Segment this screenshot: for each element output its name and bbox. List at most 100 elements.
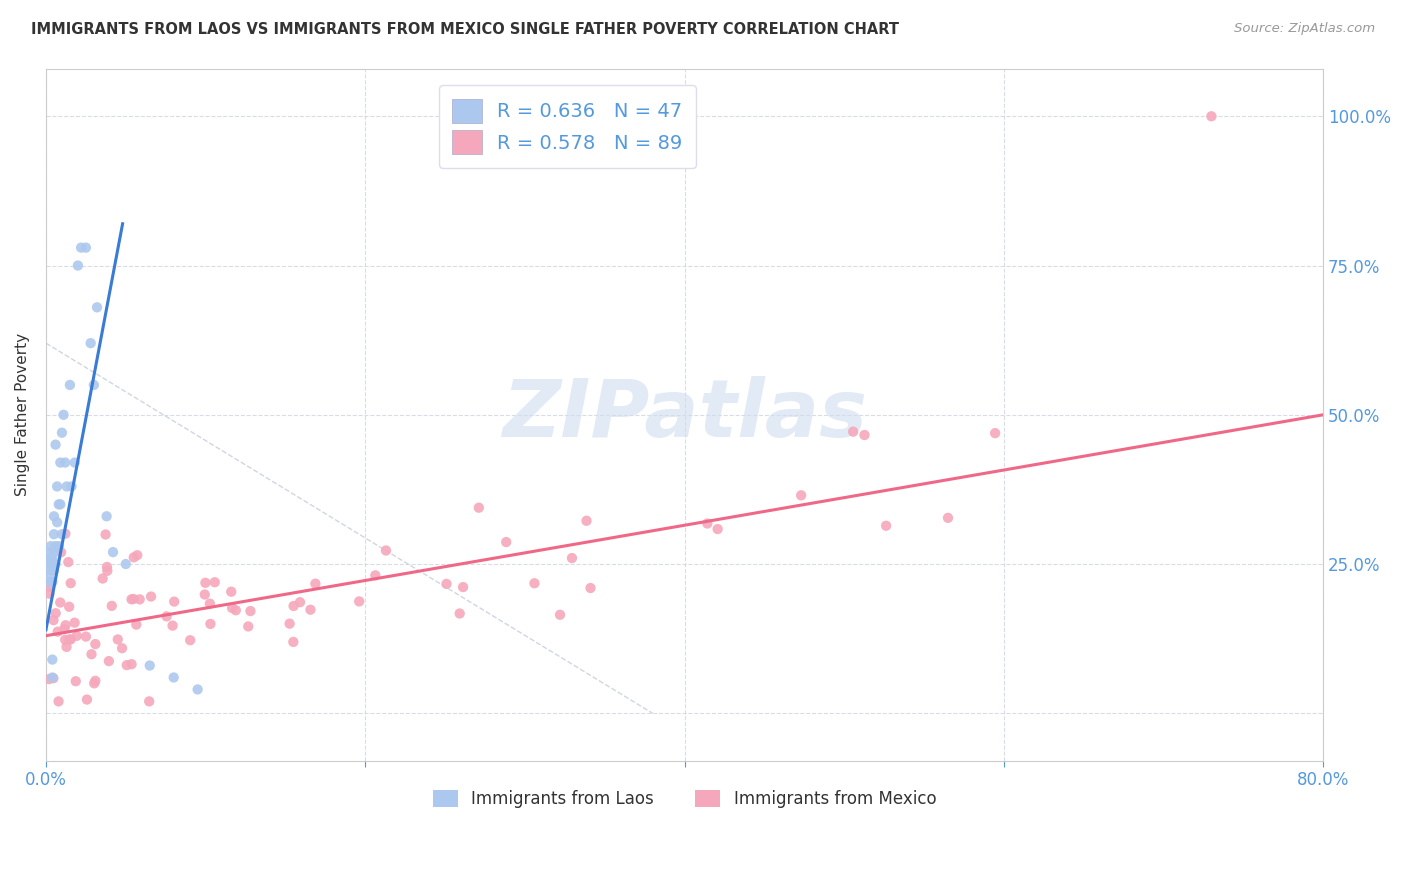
Point bbox=[58, 599, 80, 614]
Point bbox=[46, 479, 69, 493]
Legend: Immigrants from Laos, Immigrants from Mexico: Immigrants from Laos, Immigrants from Me… bbox=[426, 783, 943, 815]
Point bbox=[101, 599, 124, 613]
Point bbox=[46, 515, 69, 529]
Point bbox=[121, 592, 143, 607]
Point bbox=[60, 479, 83, 493]
Point bbox=[579, 581, 602, 595]
Point bbox=[42, 613, 65, 627]
Point bbox=[139, 658, 162, 673]
Point bbox=[115, 658, 138, 673]
Point bbox=[127, 548, 149, 562]
Point bbox=[51, 527, 73, 541]
Point bbox=[86, 301, 108, 315]
Point bbox=[58, 555, 80, 569]
Point bbox=[122, 550, 145, 565]
Point bbox=[449, 607, 471, 621]
Point bbox=[114, 557, 136, 571]
Point bbox=[53, 526, 76, 541]
Point bbox=[41, 574, 63, 589]
Point bbox=[41, 652, 63, 666]
Point bbox=[41, 563, 63, 577]
Point bbox=[41, 671, 63, 685]
Point bbox=[156, 609, 179, 624]
Point bbox=[38, 672, 60, 686]
Point bbox=[842, 425, 865, 439]
Point bbox=[42, 671, 65, 685]
Point bbox=[45, 437, 67, 451]
Text: IMMIGRANTS FROM LAOS VS IMMIGRANTS FROM MEXICO SINGLE FATHER POVERTY CORRELATION: IMMIGRANTS FROM LAOS VS IMMIGRANTS FROM … bbox=[31, 22, 898, 37]
Point bbox=[1201, 109, 1223, 123]
Point bbox=[179, 633, 201, 648]
Point bbox=[187, 682, 209, 697]
Point bbox=[436, 577, 458, 591]
Point bbox=[48, 694, 70, 708]
Point bbox=[128, 592, 150, 607]
Point bbox=[39, 551, 62, 566]
Point bbox=[45, 557, 67, 571]
Point bbox=[79, 336, 101, 351]
Point bbox=[59, 378, 82, 392]
Point bbox=[96, 560, 118, 574]
Point bbox=[59, 632, 82, 647]
Point bbox=[706, 522, 728, 536]
Point bbox=[38, 569, 60, 583]
Point bbox=[239, 604, 262, 618]
Point bbox=[49, 497, 72, 511]
Point bbox=[55, 479, 77, 493]
Point bbox=[46, 624, 69, 639]
Point bbox=[696, 516, 718, 531]
Point bbox=[283, 635, 305, 649]
Point bbox=[83, 676, 105, 690]
Point bbox=[53, 632, 76, 647]
Point bbox=[194, 575, 217, 590]
Y-axis label: Single Father Poverty: Single Father Poverty bbox=[15, 334, 30, 496]
Point bbox=[194, 587, 217, 601]
Point bbox=[83, 378, 105, 392]
Point bbox=[49, 456, 72, 470]
Point bbox=[96, 564, 118, 578]
Point bbox=[42, 545, 65, 559]
Point bbox=[875, 518, 897, 533]
Point bbox=[84, 637, 107, 651]
Point bbox=[200, 616, 222, 631]
Point bbox=[163, 671, 186, 685]
Point bbox=[138, 694, 160, 708]
Point bbox=[163, 594, 186, 608]
Point bbox=[304, 576, 326, 591]
Point bbox=[49, 595, 72, 609]
Point bbox=[495, 535, 517, 549]
Point bbox=[39, 539, 62, 553]
Point bbox=[41, 551, 63, 566]
Point bbox=[39, 563, 62, 577]
Point bbox=[375, 543, 398, 558]
Point bbox=[66, 259, 89, 273]
Point bbox=[139, 590, 162, 604]
Point bbox=[91, 572, 114, 586]
Point bbox=[853, 428, 876, 442]
Point bbox=[38, 574, 60, 589]
Point bbox=[94, 527, 117, 541]
Point bbox=[55, 618, 77, 632]
Point bbox=[66, 629, 89, 643]
Point bbox=[790, 488, 813, 502]
Point bbox=[70, 241, 93, 255]
Point bbox=[53, 456, 76, 470]
Point bbox=[76, 692, 98, 706]
Point bbox=[49, 545, 72, 559]
Point bbox=[97, 654, 120, 668]
Point bbox=[39, 545, 62, 559]
Point bbox=[111, 641, 134, 656]
Point bbox=[59, 576, 82, 591]
Point bbox=[225, 603, 247, 617]
Point bbox=[39, 557, 62, 571]
Point bbox=[52, 408, 75, 422]
Point bbox=[451, 580, 474, 594]
Point bbox=[238, 619, 260, 633]
Point bbox=[58, 632, 80, 647]
Point bbox=[548, 607, 571, 622]
Point bbox=[75, 241, 97, 255]
Point bbox=[84, 673, 107, 688]
Point bbox=[39, 557, 62, 571]
Point bbox=[75, 630, 97, 644]
Point bbox=[42, 509, 65, 524]
